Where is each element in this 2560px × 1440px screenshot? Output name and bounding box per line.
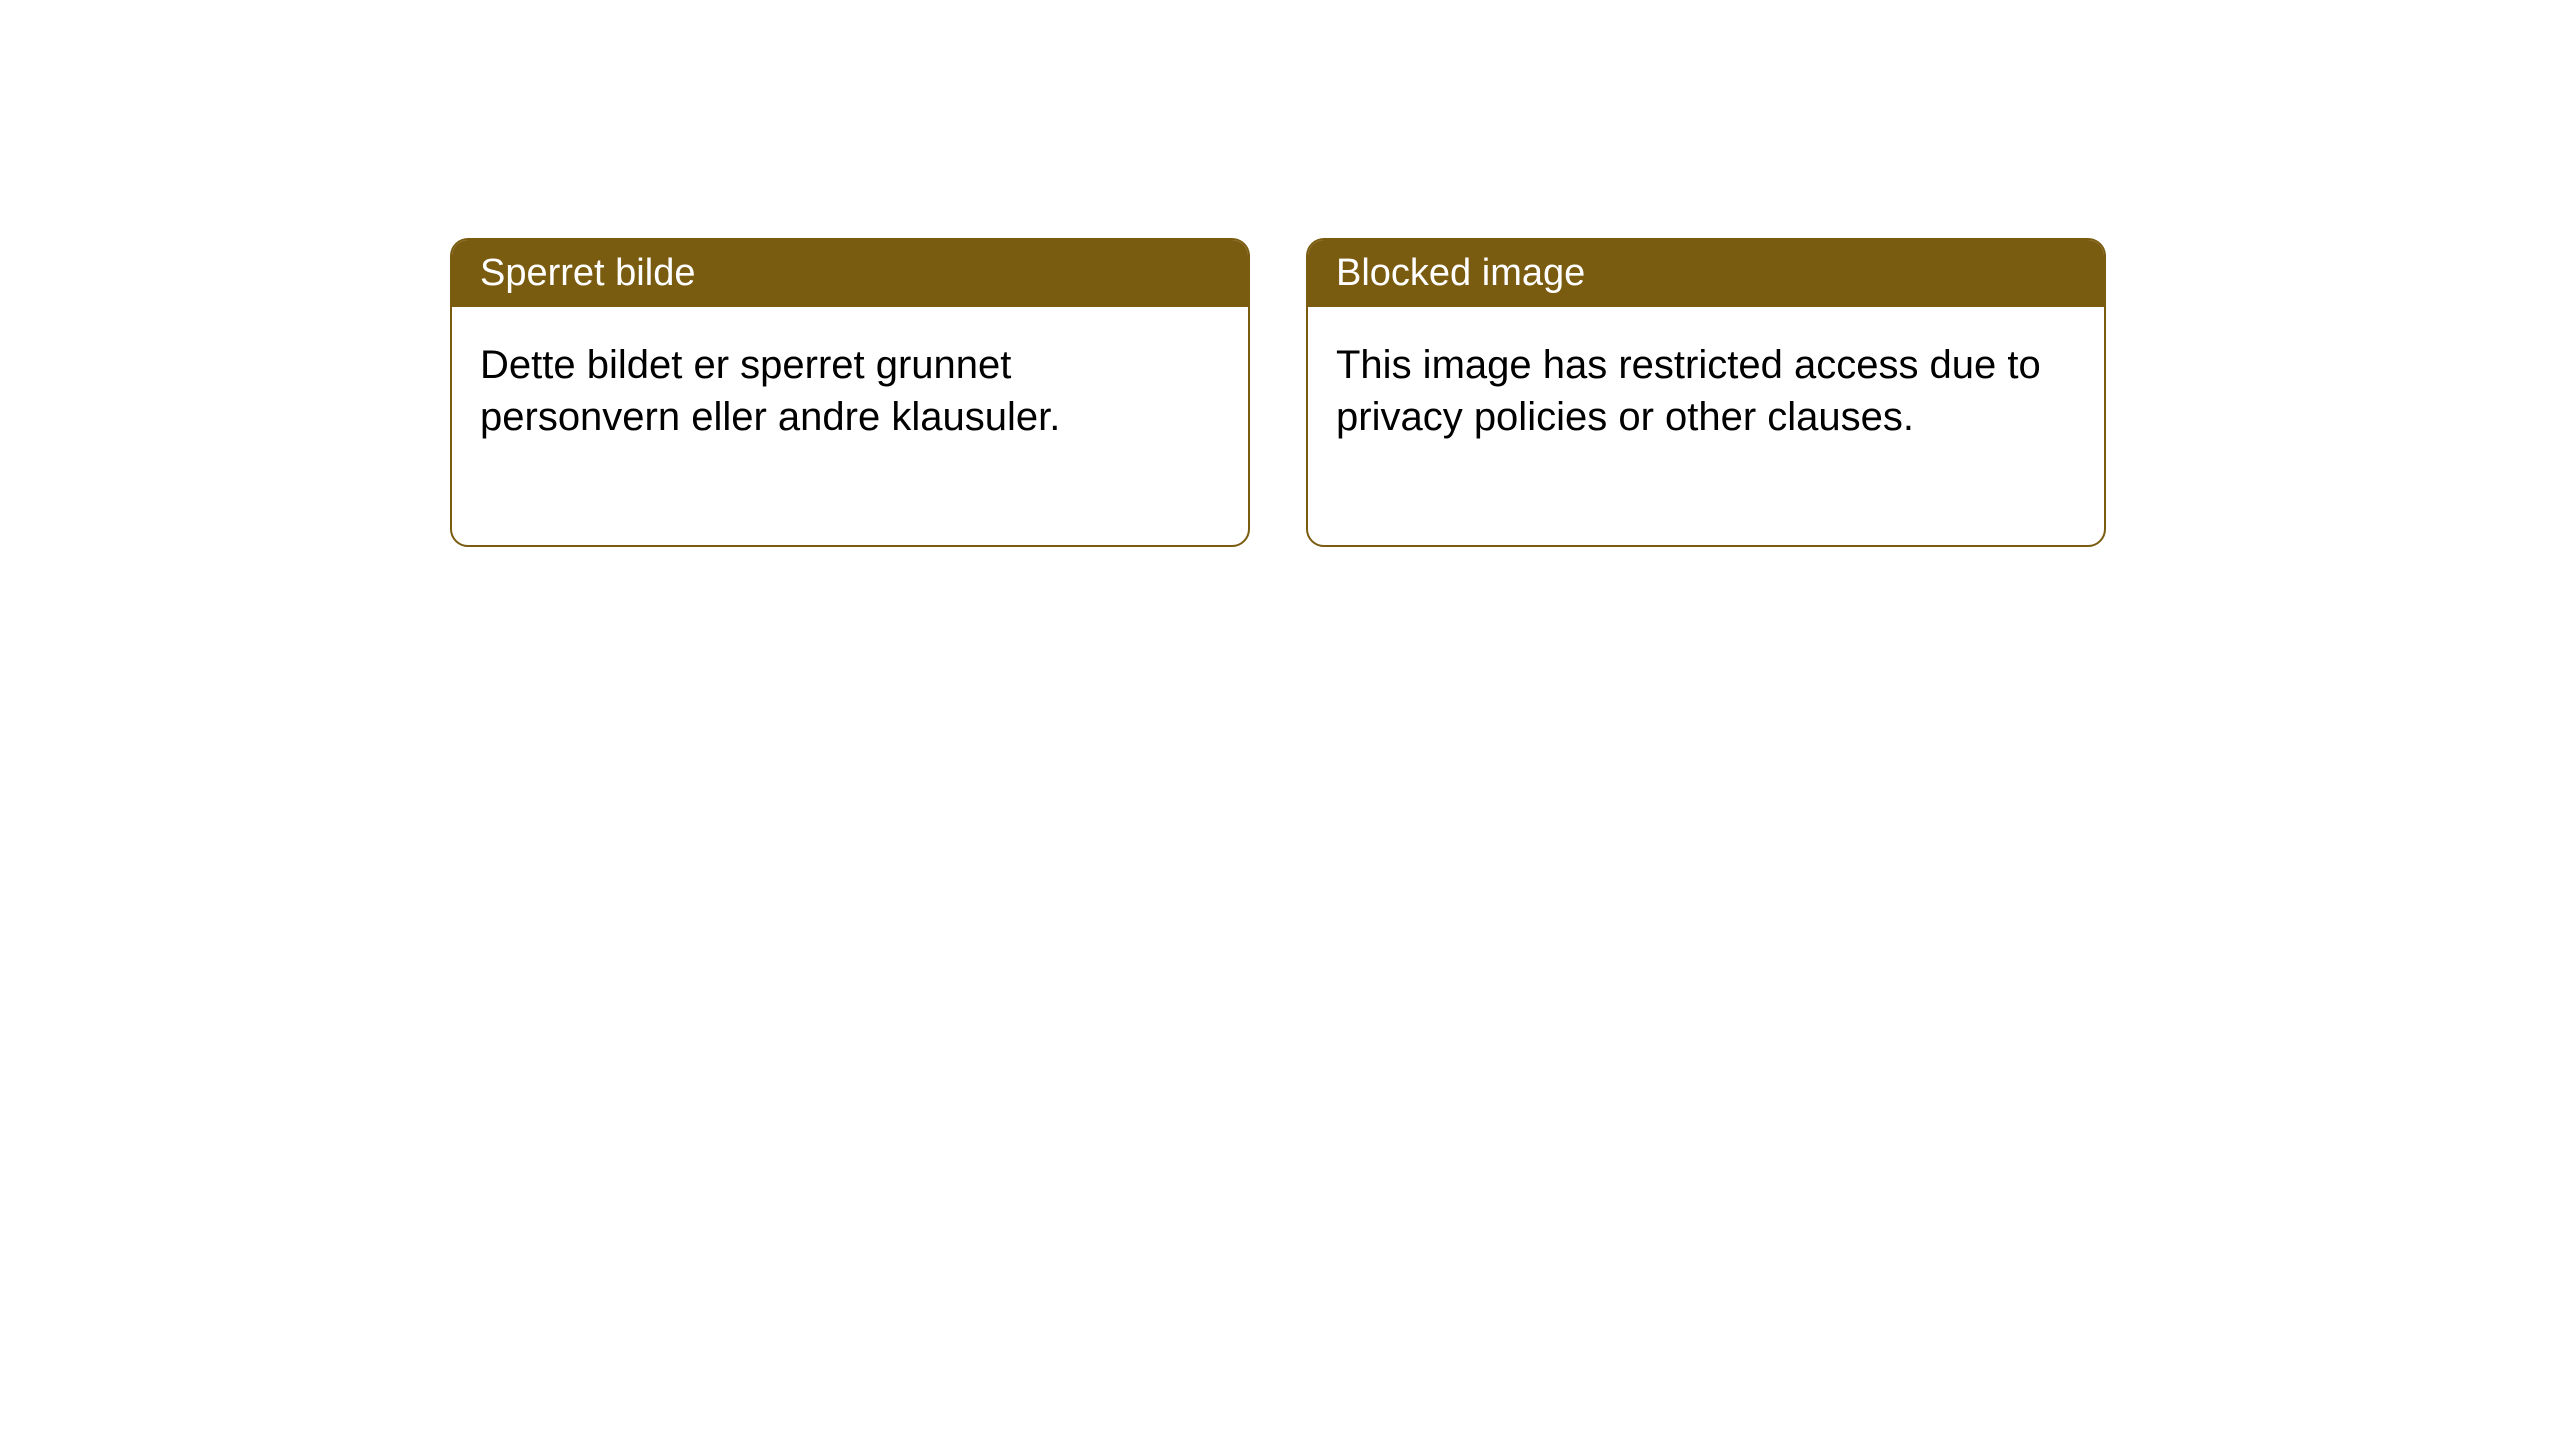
notice-container: Sperret bilde Dette bildet er sperret gr…	[450, 238, 2106, 547]
notice-card-norwegian: Sperret bilde Dette bildet er sperret gr…	[450, 238, 1250, 547]
notice-card-title: Sperret bilde	[452, 240, 1248, 307]
notice-card-body: This image has restricted access due to …	[1308, 307, 2104, 545]
notice-card-english: Blocked image This image has restricted …	[1306, 238, 2106, 547]
notice-card-body: Dette bildet er sperret grunnet personve…	[452, 307, 1248, 545]
notice-card-title: Blocked image	[1308, 240, 2104, 307]
